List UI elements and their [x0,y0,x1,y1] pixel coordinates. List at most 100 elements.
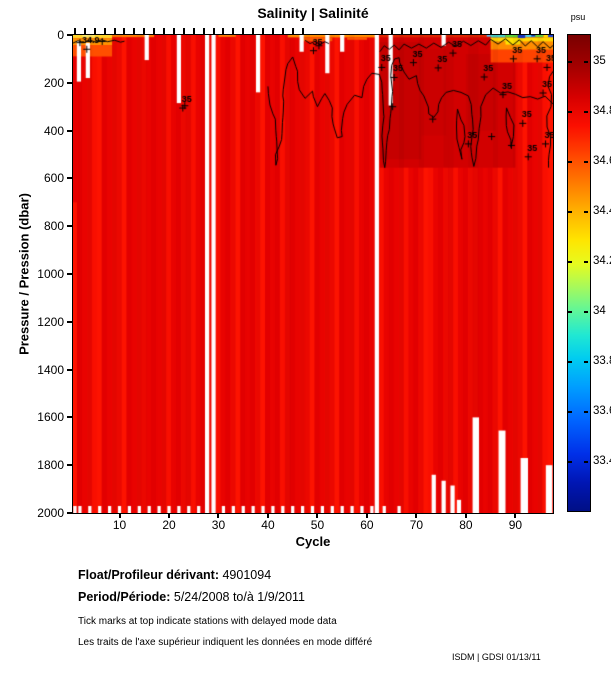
x-tick-label: 70 [409,518,424,532]
colorbar-tick [568,461,572,464]
colorbar-tick [584,160,588,163]
y-tick [67,320,72,323]
delayed-mode-tick [479,28,482,34]
x-tick [168,514,170,518]
note-english: Tick marks at top indicate stations with… [78,616,337,627]
y-tick [67,34,72,36]
colorbar-tick-label: 34.6 [593,154,611,167]
y-tick-label: 1400 [37,362,64,377]
note-french: Les traits de l'axe supérieur indiquent … [78,637,373,648]
delayed-mode-tick [202,28,205,34]
float-id-label: Float/Profileur dérivant: [78,568,219,582]
delayed-mode-tick [469,28,472,34]
delayed-mode-tick [73,28,76,34]
period-line: Period/Période: 5/24/2008 to/à 1/9/2011 [78,590,305,604]
delayed-mode-tick [271,28,274,34]
y-tick-label: 600 [43,171,64,186]
delayed-mode-tick [163,28,166,34]
colorbar-tick [584,311,588,314]
colorbar-tick [584,361,588,364]
delayed-mode-tick [390,28,393,34]
colorbar-tick [584,461,588,464]
colorbar-tick-label: 33.8 [593,355,611,368]
period-label: Period/Période: [78,590,171,604]
delayed-mode-tick [291,28,294,34]
colorbar-unit-label: psu [570,12,586,22]
y-tick-label: 400 [43,123,64,138]
y-tick-label: 1000 [37,267,64,281]
x-tick [217,514,220,518]
y-tick-label: 2000 [37,506,64,520]
colorbar-tick [568,260,572,263]
x-tick [118,514,121,518]
y-tick-label: 1800 [37,458,64,473]
colorbar-tick [568,160,572,163]
delayed-mode-tick [182,28,185,34]
x-tick-label: 60 [360,518,374,532]
colorbar-tick-label: 34.4 [593,204,611,217]
x-tick-label: 40 [261,518,275,532]
float-id-line: Float/Profileur dérivant: 4901094 [78,568,271,582]
delayed-mode-tick [192,28,195,34]
y-tick-label: 0 [57,28,64,42]
y-tick [67,81,72,84]
salinity-heatmap-canvas [73,35,553,513]
x-tick [514,514,517,518]
x-tick-label: 20 [162,518,176,532]
colorbar-tick [584,260,588,263]
delayed-mode-tick [539,28,542,34]
x-tick [464,514,467,518]
y-tick-label: 800 [43,219,64,234]
colorbar [567,34,591,512]
x-tick [266,514,269,518]
x-tick-label: 90 [508,518,523,532]
delayed-mode-tick [380,28,383,34]
x-tick [365,514,368,518]
colorbar-tick [584,60,588,63]
y-tick-label: 200 [43,75,64,90]
delayed-mode-tick [281,28,284,34]
delayed-mode-tick [509,28,512,34]
credit-text: ISDM | GDSI 01/13/11 [452,652,541,662]
delayed-mode-tick [252,28,255,34]
x-tick-label: 80 [459,518,473,532]
delayed-mode-tick [450,28,453,34]
delayed-mode-tick [172,28,175,34]
colorbar-tick [584,210,588,213]
y-tick [67,129,72,132]
delayed-mode-tick [143,28,146,34]
y-tick [67,368,72,371]
colorbar-tick-label: 34.8 [593,104,611,117]
period-value: 5/24/2008 to/à 1/9/2011 [173,590,306,604]
chart-title: Salinity | Salinité [257,5,369,21]
colorbar-tick-label: 33.4 [593,455,611,468]
colorbar-tick [568,110,572,113]
colorbar-tick [568,311,572,314]
y-tick [67,416,72,419]
delayed-mode-tick [430,28,433,34]
float-id-value: 4901094 [222,568,272,582]
delayed-mode-tick [459,28,462,34]
colorbar-tick-label: 33.6 [593,405,611,418]
colorbar-tick-label: 34 [593,305,606,318]
delayed-mode-tick [420,28,423,34]
y-tick-label: 1200 [37,314,64,329]
delayed-mode-tick [83,28,86,34]
delayed-mode-tick [232,28,235,34]
colorbar-tick-label: 35 [593,54,606,67]
colorbar-tick [584,110,588,113]
delayed-mode-tick [400,28,403,34]
x-axis-label: Cycle [295,534,331,549]
delayed-mode-tick [410,28,413,34]
y-tick [67,464,72,467]
delayed-mode-tick [301,28,304,34]
y-tick-label: 1600 [37,410,64,425]
plot-border [72,34,554,514]
delayed-mode-tick [222,28,225,34]
delayed-mode-tick [440,28,443,34]
colorbar-tick [584,411,588,414]
delayed-mode-tick [242,28,245,34]
delayed-mode-tick [103,28,106,34]
delayed-mode-tick [499,28,502,34]
